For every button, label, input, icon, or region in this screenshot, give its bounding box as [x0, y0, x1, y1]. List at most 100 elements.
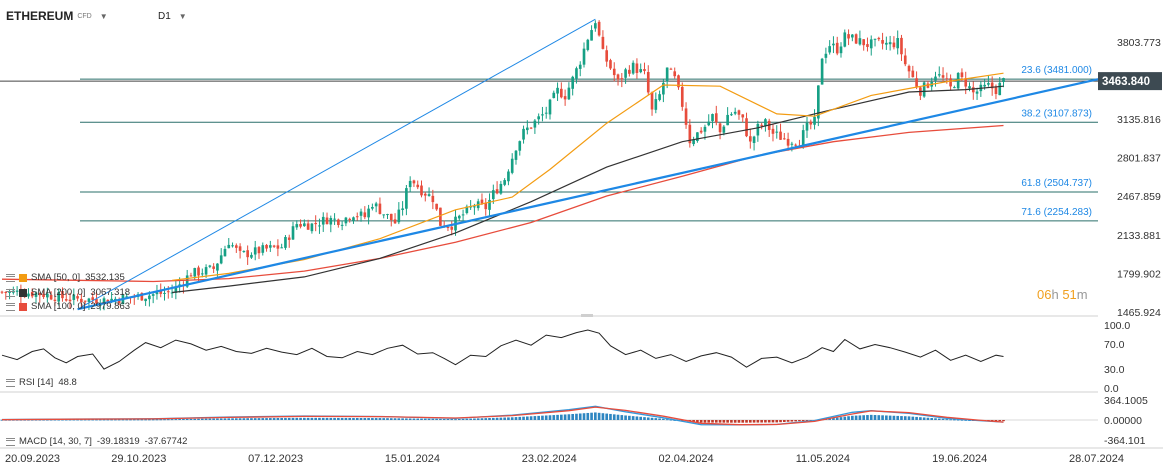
- macd-histogram-bar: [182, 418, 185, 420]
- macd-histogram-bar: [582, 413, 586, 420]
- legend-sma100[interactable]: SMA [100, 0] 2979.863: [6, 301, 135, 312]
- price-tag: [1098, 72, 1162, 91]
- macd-histogram-bar: [276, 418, 280, 420]
- indicator-settings-icon[interactable]: [6, 302, 15, 311]
- macd-histogram-bar: [359, 418, 363, 420]
- candle-body: [159, 290, 163, 294]
- macd-histogram-bar: [465, 418, 469, 420]
- legend-sma200[interactable]: SMA [200, 0] 3067.318: [6, 287, 135, 298]
- candle-body: [960, 72, 964, 78]
- macd-histogram-bar: [919, 417, 922, 420]
- macd-histogram-bar: [420, 418, 423, 420]
- candle-body: [257, 247, 261, 254]
- candle-body: [892, 42, 896, 48]
- candle-body: [813, 116, 816, 125]
- macd-histogram-bar: [873, 415, 877, 420]
- macd-histogram-bar: [125, 419, 129, 421]
- macd-histogram-bar: [178, 418, 181, 420]
- candle-body: [805, 122, 809, 131]
- y-tick-label: 1465.924: [1117, 307, 1161, 319]
- candle-body: [548, 99, 552, 115]
- instrument-type-badge: CFD: [77, 12, 92, 20]
- indicator-settings-icon[interactable]: [6, 437, 15, 446]
- candle-body: [851, 34, 854, 38]
- macd-histogram-bar: [885, 415, 888, 420]
- macd-histogram-bar: [896, 415, 900, 420]
- macd-histogram-bar: [352, 417, 355, 420]
- candle-body: [507, 171, 510, 182]
- macd-histogram-bar: [484, 418, 488, 420]
- candle-body: [677, 75, 680, 88]
- candle-body: [303, 223, 306, 227]
- fib-level-label: 23.6 (3481.000): [1021, 65, 1092, 76]
- candle-body: [291, 226, 295, 240]
- candle-body: [484, 202, 488, 210]
- macd-histogram-bar: [389, 418, 393, 420]
- macd-histogram-bar: [624, 415, 627, 420]
- legend-rsi[interactable]: RSI [14] 48.8: [6, 377, 82, 388]
- macd-histogram-bar: [526, 416, 529, 420]
- legend-sma50[interactable]: SMA [50, 0] 3532.135: [6, 272, 130, 283]
- macd-histogram-bar: [0, 419, 4, 421]
- candle-body: [922, 82, 926, 97]
- macd-histogram-bar: [903, 416, 907, 420]
- macd-histogram-bar: [382, 418, 386, 420]
- indicator-settings-icon[interactable]: [6, 288, 15, 297]
- candle-body: [665, 67, 669, 82]
- candle-body: [363, 212, 367, 218]
- macd-histogram-bar: [140, 419, 144, 421]
- macd-histogram-bar: [98, 419, 102, 421]
- macd-histogram-bar: [741, 420, 745, 423]
- legend-macd[interactable]: MACD [14, 30, 7] -39.18319 -37.67742: [6, 436, 192, 447]
- macd-histogram-bar: [423, 418, 427, 420]
- macd-histogram-bar: [280, 417, 283, 420]
- candle-body: [639, 69, 643, 73]
- macd-histogram-bar: [303, 417, 306, 420]
- candle-body: [208, 265, 212, 267]
- candle-body: [680, 86, 684, 107]
- candle-body: [420, 185, 423, 196]
- candle-body: [163, 292, 166, 294]
- macd-histogram-bar: [533, 416, 537, 420]
- candle-body: [499, 183, 503, 194]
- macd-histogram-bar: [990, 420, 994, 421]
- panel-resize-handle: [581, 314, 593, 317]
- candle-body: [994, 87, 998, 94]
- candle-body: [945, 78, 949, 80]
- candle-body: [953, 87, 956, 89]
- macd-histogram-bar: [752, 420, 756, 423]
- candle-body: [219, 255, 223, 264]
- macd-histogram-bar: [779, 420, 782, 423]
- macd-histogram-bar: [835, 417, 839, 420]
- timeframe-selector[interactable]: D1 ▼: [158, 6, 187, 26]
- candle-body: [828, 46, 831, 53]
- candle-body: [423, 193, 427, 196]
- candle-body: [480, 199, 484, 204]
- rsi-tick-label: 100.0: [1104, 320, 1130, 332]
- candle-body: [635, 63, 639, 73]
- macd-histogram-bar: [310, 417, 314, 420]
- countdown-h-unit: h: [1051, 287, 1059, 302]
- candle-body: [518, 141, 522, 151]
- macd-histogram-bar: [208, 418, 212, 420]
- candle-body: [427, 194, 431, 196]
- indicator-settings-icon[interactable]: [6, 378, 15, 387]
- candle-body: [242, 250, 246, 252]
- candle-body: [359, 211, 363, 216]
- candle-body: [956, 72, 960, 89]
- candle-body: [367, 208, 370, 218]
- candle-body: [344, 217, 348, 224]
- macd-histogram-bar: [95, 419, 98, 421]
- indicator-settings-icon[interactable]: [6, 273, 15, 282]
- macd-histogram-bar: [499, 417, 503, 420]
- macd-histogram-bar: [450, 419, 454, 421]
- macd-histogram-bar: [877, 415, 881, 420]
- macd-histogram-bar: [748, 420, 752, 423]
- candle-body: [439, 207, 442, 226]
- candle-body: [609, 60, 612, 69]
- symbol-selector[interactable]: ETHEREUM CFD ▼: [6, 6, 108, 26]
- macd-histogram-bar: [643, 417, 646, 420]
- candle-body: [699, 130, 703, 133]
- macd-histogram-bar: [956, 419, 960, 421]
